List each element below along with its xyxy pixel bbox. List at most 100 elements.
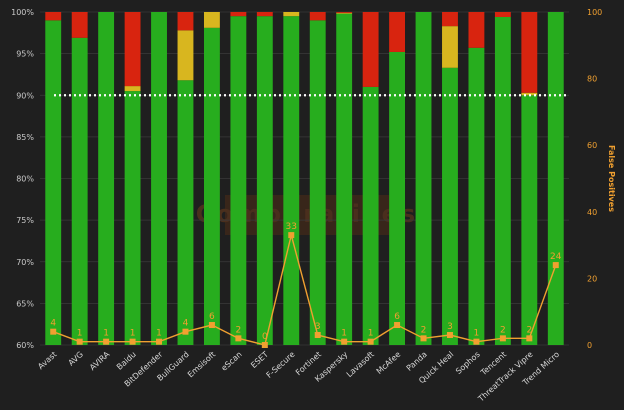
x-tick-label: ESET	[249, 350, 270, 370]
fp-marker	[288, 232, 295, 239]
fp-data-label: 1	[77, 329, 83, 339]
x-axis: Avast AVG AVIRA BaiduBitDefenderBullGuardEm…	[36, 349, 561, 404]
y2-tick-label: 40	[587, 208, 597, 217]
x-tick-label: Panda	[405, 350, 429, 373]
fp-data-label: 6	[394, 312, 400, 322]
bars	[45, 12, 564, 346]
bar-segment-compromised	[521, 12, 538, 93]
bar-segment-protected	[521, 95, 538, 345]
y-tick-label: 85%	[16, 133, 34, 142]
bar-segment-compromised	[468, 12, 485, 48]
x-tick-label: Emsisoft	[186, 350, 217, 380]
fp-marker	[341, 338, 348, 345]
fp-data-label: 1	[103, 329, 109, 339]
fp-marker	[473, 338, 480, 345]
fp-data-label: 2	[236, 325, 242, 335]
bar-segment-compromised	[336, 12, 353, 13]
y-tick-label: 90%	[16, 91, 34, 100]
bar-segment-protected	[256, 16, 273, 345]
fp-marker	[182, 328, 189, 335]
bar-segment-compromised	[256, 12, 273, 17]
fp-marker	[526, 335, 533, 342]
bar-segment-protected	[124, 91, 141, 346]
y2-tick-label: 100	[587, 8, 602, 17]
bar-segment-compromised	[45, 12, 62, 21]
fp-data-label: 0	[262, 332, 268, 342]
bar-segment-compromised	[442, 12, 458, 27]
x-tick-label: eScan	[220, 350, 244, 373]
y-tick-label: 75%	[16, 216, 34, 225]
fp-marker	[420, 335, 427, 342]
fp-marker	[261, 342, 268, 348]
bar-segment-protected	[230, 16, 247, 345]
fp-data-label: 24	[550, 252, 562, 262]
y-tick-label: 70%	[16, 258, 34, 267]
bar-segment-compromised	[362, 12, 379, 87]
y2-tick-label: 80	[587, 75, 597, 84]
bar-segment-protected	[71, 37, 88, 346]
x-tick-label: McAfee	[375, 350, 403, 376]
bar-segment-protected	[203, 27, 220, 345]
bar-segment-user-dependent	[177, 30, 194, 81]
bar-segment-protected	[45, 20, 62, 345]
fp-data-label: 2	[526, 325, 532, 335]
bar-segment-compromised	[230, 12, 247, 17]
fp-marker	[50, 328, 57, 335]
bar-segment-user-dependent	[283, 12, 300, 17]
fp-data-label: 2	[421, 325, 427, 335]
bar-segment-protected	[336, 13, 353, 345]
grid	[40, 11, 569, 346]
bar-segment-compromised	[309, 12, 326, 21]
bar-segment-protected	[283, 16, 300, 345]
x-tick-label: AVIRA	[88, 349, 112, 372]
bar-segment-protected	[177, 80, 194, 345]
fp-polyline	[52, 234, 557, 346]
watermark-band	[225, 195, 390, 235]
y-axis-left: 60% 65% 70% 75% 80% 85% 90% 95% 100%	[11, 8, 34, 350]
bar-segment-compromised	[71, 12, 88, 38]
bar-segment-protected	[362, 86, 379, 346]
fp-marker	[76, 338, 83, 345]
bar-segment-user-dependent	[521, 92, 538, 96]
bar-segment-protected	[547, 12, 564, 345]
fp-data-label: 1	[156, 329, 162, 339]
fp-marker	[314, 332, 321, 339]
secondary-axis-title: False Positives	[607, 145, 616, 212]
x-tick-label: Sophos	[454, 350, 482, 376]
fp-marker	[156, 338, 163, 345]
watermark: Comparatives	[196, 195, 415, 235]
fp-data-label: 33	[286, 222, 297, 232]
bar-segment-user-dependent	[203, 12, 220, 28]
y-axis-right: 0 20 40 60 80 100	[587, 8, 602, 350]
fp-marker	[367, 338, 374, 345]
fp-data-label: 1	[130, 329, 136, 339]
y-tick-label: 80%	[16, 175, 34, 184]
x-tick-label: Baidu	[115, 350, 138, 372]
bar-segment-user-dependent	[124, 86, 141, 92]
y2-tick-label: 60	[587, 141, 597, 150]
fp-marker	[499, 335, 506, 342]
bar-segment-user-dependent	[442, 26, 458, 68]
bar-segment-compromised	[124, 12, 141, 87]
bar-segment-protected	[494, 16, 511, 346]
bar-segment-protected	[389, 51, 406, 346]
bar-segment-protected	[151, 12, 167, 345]
bar-segment-compromised	[177, 12, 194, 31]
y-tick-label: 100%	[11, 8, 34, 17]
x-tick-label: AVG	[67, 350, 85, 368]
x-tick-label: Avast	[36, 350, 58, 371]
fp-data-label: 3	[315, 322, 321, 332]
bar-segment-protected	[98, 12, 115, 345]
bar-segment-compromised	[389, 12, 406, 52]
y-tick-label: 65%	[16, 299, 34, 308]
fp-marker	[235, 335, 242, 342]
bar-segment-compromised	[494, 12, 511, 17]
y2-tick-label: 20	[587, 274, 597, 283]
bar-segment-user-dependent	[336, 12, 353, 14]
fp-marker	[208, 322, 215, 329]
y-tick-label: 95%	[16, 50, 34, 59]
fp-data-label: 6	[209, 312, 215, 322]
fp-data-label: 4	[183, 319, 189, 329]
